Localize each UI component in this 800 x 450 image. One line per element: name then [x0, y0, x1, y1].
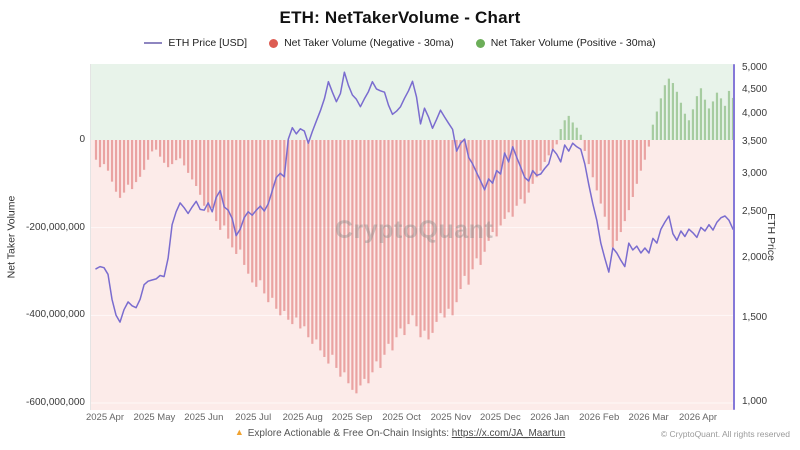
x-axis-label: 2026 Mar [628, 412, 669, 423]
price-axis-tick: 3,000 [742, 168, 768, 179]
x-axis-label: 2025 Nov [430, 412, 472, 423]
x-axis-label: 2025 Jun [184, 412, 224, 423]
green-dot-icon [475, 38, 485, 48]
notice-text: Explore Actionable & Free On-Chain Insig… [247, 428, 449, 439]
legend-item-volume-positive[interactable]: Net Taker Volume (Positive - 30ma) [475, 37, 656, 49]
volume-axis-tick: -200,000,000 [26, 221, 85, 233]
x-axis-label: 2025 Jul [235, 412, 272, 423]
legend-label: ETH Price [USD] [168, 37, 248, 49]
x-axis-label: 2026 Jan [530, 412, 570, 423]
page-title: ETH: NetTakerVolume - Chart [279, 8, 521, 27]
x-axis-label: 2026 Apr [679, 412, 718, 423]
price-axis-tick: 5,000 [742, 62, 768, 73]
plot-svg [91, 64, 735, 410]
line-swatch-icon [144, 42, 163, 44]
x-axis-label: 2025 Sep [331, 412, 373, 423]
x-axis-label: 2025 Dec [480, 412, 521, 423]
price-axis-line [733, 64, 735, 410]
left-axis-title: Net Taker Volume [5, 195, 17, 279]
price-axis-tick: 4,000 [742, 108, 768, 120]
positive-zone-bg [91, 64, 735, 140]
volume-axis-tick: 0 [79, 134, 85, 145]
price-axis-tick: 2,000 [742, 252, 768, 264]
legend-item-eth-price[interactable]: ETH Price [USD] [144, 37, 247, 49]
warning-icon: ▲ [234, 427, 244, 437]
price-axis-tick: 3,500 [742, 136, 768, 148]
price-axis-tick: 2,500 [742, 205, 768, 217]
x-axis-label: 2025 Oct [382, 412, 421, 423]
volume-axis-tick: -600,000,000 [26, 396, 85, 408]
red-dot-icon [269, 38, 279, 48]
x-axis-label: 2025 Aug [282, 412, 323, 423]
x-axis-label: 2025 May [133, 412, 176, 423]
x-axis-label: 2025 Apr [85, 412, 125, 423]
legend: ETH Price [USD] Net Taker Volume (Negati… [0, 37, 800, 49]
x-profile-link[interactable]: https://x.com/JA_Maartun [451, 428, 566, 439]
volume-axis-tick: -400,000,000 [26, 309, 85, 321]
legend-item-volume-negative[interactable]: Net Taker Volume (Negative - 30ma) [269, 37, 454, 49]
copyright-text: © CryptoQuant. All rights reserved [660, 429, 790, 439]
legend-label: Net Taker Volume (Negative - 30ma) [284, 37, 454, 49]
price-axis-tick: 1,500 [742, 311, 768, 323]
legend-label: Net Taker Volume (Positive - 30ma) [490, 37, 656, 49]
footer-notice: ▲ Explore Actionable & Free On-Chain Insi… [0, 427, 800, 439]
plot-region[interactable] [90, 64, 735, 410]
price-axis-tick: 4,500 [742, 83, 768, 95]
price-axis-tick: 1,000 [742, 396, 768, 407]
x-axis-label: 2026 Feb [579, 412, 620, 423]
eth-price-line [95, 71, 734, 323]
volume-bars [94, 78, 735, 394]
